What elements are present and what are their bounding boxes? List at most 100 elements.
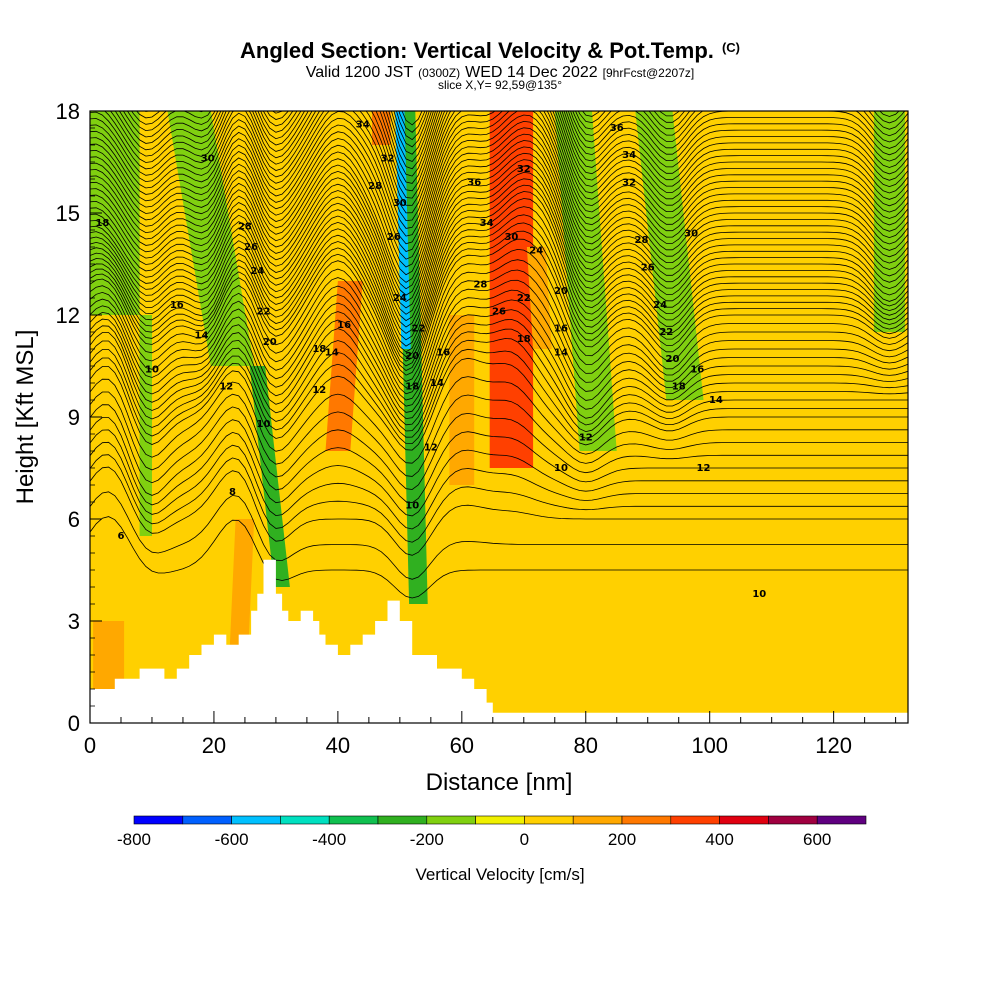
downdraft-band-1 <box>139 315 152 536</box>
contour-label-27: 18 <box>405 381 419 392</box>
theta-contour-27 <box>90 111 908 252</box>
contour-label-47: 32 <box>622 177 636 188</box>
contour-label-39: 20 <box>554 286 568 297</box>
contour-label-22: 26 <box>387 232 401 243</box>
x-tick-label-6: 120 <box>815 733 852 758</box>
updraft-band-6 <box>93 621 125 689</box>
updraft-band-4 <box>449 315 475 485</box>
chart-slice-label: slice X,Y= 92,59@135° <box>438 78 562 92</box>
contour-label-36: 26 <box>492 307 506 318</box>
contour-label-5: 22 <box>257 307 271 318</box>
theta-contour-25-5 <box>90 120 908 276</box>
theta-contour-19 <box>90 206 908 358</box>
contour-label-30: 10 <box>405 500 419 511</box>
contour-label-53: 20 <box>666 354 680 365</box>
theta-contour-11-5 <box>90 348 908 445</box>
colorbar-swatch-3 <box>280 815 330 825</box>
updraft-band-5 <box>229 519 255 655</box>
theta-contour-7 <box>90 466 908 556</box>
contour-label-19: 32 <box>381 154 395 165</box>
contour-label-23: 24 <box>393 293 407 304</box>
theta-contour-20 <box>90 191 908 347</box>
contour-label-34: 30 <box>504 232 518 243</box>
downdraft-band-5 <box>395 111 411 349</box>
contour-label-44: 10 <box>554 463 568 474</box>
y-tick-label-4: 12 <box>56 303 80 328</box>
contour-label-11: 10 <box>257 419 271 430</box>
contour-label-29: 12 <box>424 443 438 454</box>
contour-label-1: 30 <box>201 154 215 165</box>
theta-contour-14-5 <box>90 289 908 407</box>
contour-label-52: 22 <box>659 327 673 338</box>
theta-contour-21-5 <box>90 171 908 328</box>
theta-contour-15 <box>90 279 908 401</box>
chart-titles: Angled Section: Vertical Velocity & Pot.… <box>240 38 740 92</box>
colorbar-tick-label-3: -200 <box>410 830 444 849</box>
colorbar-swatch-9 <box>572 815 623 825</box>
contour-label-40: 18 <box>517 334 531 345</box>
contour-label-20: 28 <box>368 181 382 192</box>
theta-contour-22-5 <box>90 159 908 315</box>
theta-contour-9 <box>90 417 908 504</box>
colorbar-swatch-1 <box>182 815 232 825</box>
terrain-mask <box>90 559 908 723</box>
terrain <box>90 559 908 723</box>
x-axis-label: Distance [nm] <box>426 769 573 796</box>
contour-label-26: 16 <box>436 347 450 358</box>
colorbar-swatch-5 <box>377 815 428 825</box>
theta-contour-29-5 <box>90 111 908 214</box>
theta-contour-7-5 <box>90 454 908 543</box>
colorbar-swatch-4 <box>328 815 379 825</box>
contour-label-16: 14 <box>325 347 339 358</box>
theta-contour-8 <box>90 441 908 530</box>
theta-contour-24 <box>90 140 908 296</box>
colorbar-swatch-12 <box>719 815 769 825</box>
chart-title: Angled Section: Vertical Velocity & Pot.… <box>240 38 740 63</box>
theta-contour-12-5 <box>90 328 908 432</box>
theta-contour-31 <box>90 111 908 192</box>
contour-labels: 18 30 28 26 24 22 20 16 14 10 12 10 8 6 18 16 14 12 34 32 28… <box>95 120 766 600</box>
x-tick-label-2: 40 <box>326 733 350 758</box>
contour-label-2: 28 <box>238 222 252 233</box>
contour-label-58: 10 <box>752 589 766 600</box>
contour-label-14: 18 <box>312 344 326 355</box>
y-axis-label: Height [Kft MSL] <box>12 330 39 505</box>
contour-label-35: 28 <box>473 279 487 290</box>
theta-contour-15-5 <box>90 269 908 395</box>
contour-label-13: 6 <box>118 531 125 542</box>
contour-label-17: 12 <box>312 385 326 396</box>
colorbar-swatch-7 <box>475 815 525 825</box>
contour-label-48: 28 <box>635 235 649 246</box>
contour-label-45: 36 <box>610 123 624 134</box>
theta-contour-6-5 <box>90 491 908 580</box>
contour-label-15: 16 <box>337 320 351 331</box>
contour-label-38: 22 <box>517 293 531 304</box>
potential-temperature-contours <box>90 111 908 599</box>
contour-label-4: 24 <box>250 266 264 277</box>
x-tick-label-3: 60 <box>450 733 474 758</box>
theta-contour-12 <box>90 338 908 438</box>
theta-contour-24-5 <box>90 133 908 290</box>
colorbar-swatch-11 <box>670 815 720 825</box>
theta-contour-17 <box>90 238 908 376</box>
theta-contour-22 <box>90 165 908 322</box>
y-tick-label-3: 9 <box>68 405 80 430</box>
colorbar-tick-label-5: 200 <box>608 830 636 849</box>
theta-contour-16-5 <box>90 248 908 382</box>
contour-label-9: 10 <box>145 364 159 375</box>
x-tick-label-5: 100 <box>691 733 728 758</box>
contour-label-56: 14 <box>709 395 723 406</box>
colorbar-tick-label-2: -400 <box>312 830 346 849</box>
updraft-band-0 <box>489 111 534 468</box>
theta-contour-18-5 <box>90 214 908 362</box>
colorbar: -800 -600 -400 -200 0 200 400 600 <box>117 815 867 849</box>
contour-label-51: 24 <box>653 300 667 311</box>
theta-contour-32 <box>110 111 908 177</box>
contour-label-0: 18 <box>95 218 109 229</box>
theta-contour-17-5 <box>90 230 908 371</box>
colorbar-swatch-13 <box>768 815 818 825</box>
contour-label-8: 14 <box>195 330 209 341</box>
x-tick-label-4: 80 <box>574 733 598 758</box>
